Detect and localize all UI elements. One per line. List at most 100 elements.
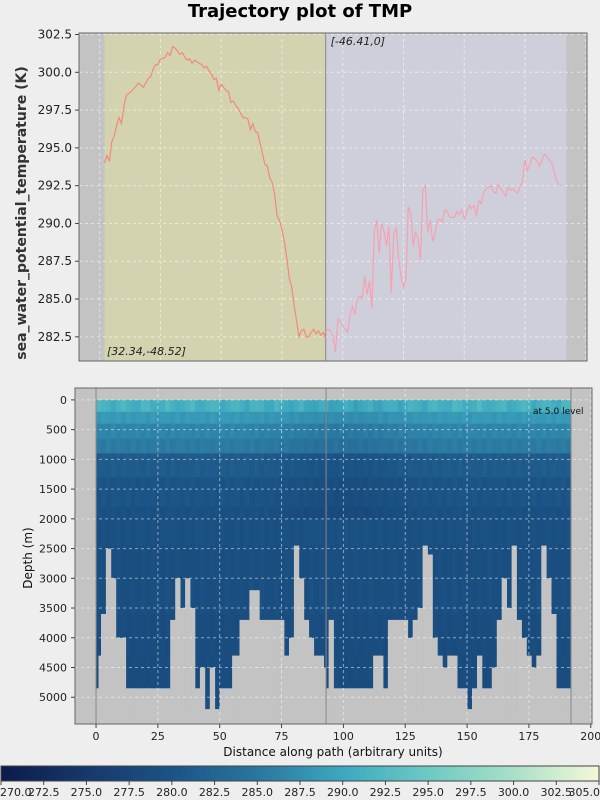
heatmap-cell (115, 545, 122, 550)
heatmap-cell (432, 399, 438, 413)
heatmap-cell (496, 453, 503, 460)
bottom-y-tick-label: 500 (46, 424, 67, 437)
heatmap-cell (541, 411, 547, 425)
heatmap-cell (556, 518, 562, 547)
heatmap-cell (209, 655, 216, 668)
heatmap-cell (185, 489, 191, 508)
seafloor-segment (556, 688, 562, 724)
heatmap-cell (516, 399, 522, 413)
heatmap-cell (313, 399, 320, 413)
heatmap-cell (274, 423, 280, 440)
heatmap-cell (214, 548, 221, 579)
heatmap-cell (481, 578, 488, 615)
heatmap-cell (447, 459, 453, 478)
heatmap-cell (422, 411, 428, 425)
seafloor-segment (397, 619, 404, 724)
heatmap-cell (521, 548, 527, 579)
heatmap-cell (160, 667, 166, 686)
heatmap-cell (467, 453, 473, 460)
bottom-y-tick-label: 4000 (39, 632, 67, 645)
heatmap-cell (373, 578, 379, 615)
heatmap-cell (120, 423, 127, 440)
heatmap-cell (145, 578, 151, 615)
heatmap-cell (289, 453, 295, 460)
heatmap-cell (486, 411, 493, 425)
heatmap-cell (467, 548, 473, 579)
seafloor-segment (343, 688, 354, 724)
heatmap-cell (407, 489, 414, 508)
seafloor-segment (546, 578, 552, 724)
heatmap-cell (343, 453, 349, 460)
heatmap-cell (526, 438, 532, 454)
heatmap-cell (348, 655, 354, 668)
heatmap-cell (150, 614, 156, 639)
heatmap-cell (521, 489, 527, 508)
heatmap-cell (392, 545, 399, 550)
heatmap-cell (264, 423, 270, 440)
heatmap-cell (293, 489, 300, 508)
heatmap-cell (516, 411, 522, 425)
heatmap-cell (491, 518, 498, 547)
heatmap-cell (516, 438, 522, 454)
heatmap-cell (536, 399, 542, 413)
heatmap-cell (293, 411, 300, 425)
heatmap-cell (199, 477, 206, 490)
heatmap-cell (363, 489, 369, 508)
heatmap-cell (383, 411, 389, 425)
heatmap-cell (442, 655, 448, 668)
heatmap-cell (269, 423, 275, 440)
heatmap-cell (358, 637, 364, 657)
heatmap-cell (259, 477, 265, 490)
heatmap-cell (556, 655, 562, 668)
heatmap-cell (234, 637, 240, 657)
heatmap-cell (328, 477, 334, 490)
seafloor-segment (462, 688, 468, 724)
heatmap-cell (298, 477, 305, 490)
heatmap-cell (254, 453, 260, 460)
heatmap-cell (130, 655, 137, 668)
seafloor-segment (224, 688, 233, 724)
heatmap-cell (452, 518, 458, 547)
heatmap-cell (491, 506, 498, 520)
heatmap-cell (170, 518, 176, 547)
heatmap-cell (204, 548, 211, 579)
heatmap-cell (140, 655, 146, 668)
heatmap-cell (145, 453, 151, 460)
colorbar-tick-label: 290.0 (327, 786, 359, 799)
heatmap-cell (204, 438, 211, 454)
heatmap-cell (437, 453, 443, 460)
heatmap-cell (249, 411, 255, 425)
heatmap-cell (284, 548, 290, 579)
heatmap-cell (135, 453, 141, 460)
heatmap-cell (536, 411, 542, 425)
heatmap-cell (378, 477, 384, 490)
heatmap-cell (447, 545, 453, 550)
heatmap-cell (417, 489, 423, 508)
heatmap-cell (556, 578, 562, 615)
heatmap-cell (125, 545, 132, 550)
heatmap-cell (303, 578, 310, 615)
heatmap-cell (486, 399, 493, 413)
heatmap-cell (254, 423, 260, 440)
seafloor-segment (486, 688, 493, 724)
heatmap-cell (175, 423, 181, 440)
heatmap-cell (452, 489, 458, 508)
heatmap-cell (417, 438, 423, 454)
heatmap-cell (531, 578, 537, 615)
heatmap-cell (105, 518, 112, 547)
heatmap-cell (318, 438, 325, 454)
heatmap-cell (551, 518, 557, 547)
heatmap-cell (328, 518, 334, 547)
heatmap-cell (120, 459, 127, 478)
colorbar-tick-label: 282.5 (199, 786, 231, 799)
heatmap-cell (125, 423, 132, 440)
seafloor-segment (269, 619, 280, 724)
heatmap-cell (264, 477, 270, 490)
heatmap-cell (412, 489, 419, 508)
heatmap-cell (472, 438, 478, 454)
bottom-x-tick-label: 150 (457, 730, 478, 743)
heatmap-cell (318, 399, 325, 413)
heatmap-cell (437, 423, 443, 440)
top-y-axis-label: sea_water_potential_temperature (K) (14, 66, 30, 360)
top-y-tick-label: 282.5 (38, 330, 72, 344)
